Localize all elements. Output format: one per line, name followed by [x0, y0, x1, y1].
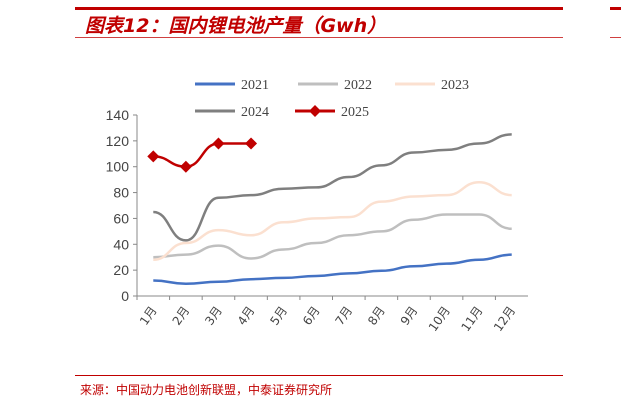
- source-note: 来源：中国动力电池创新联盟，中泰证券研究所: [80, 383, 333, 397]
- x-tick-label: 12月: [491, 304, 518, 334]
- series-line-2025: [153, 142, 252, 168]
- x-tick-label: 7月: [333, 304, 356, 328]
- legend-label-2025: 2025: [341, 105, 369, 120]
- series-line-2024: [153, 133, 512, 242]
- title-underline-next-page: [610, 37, 621, 38]
- series-line-2022: [153, 213, 512, 260]
- y-tick-label: 20: [113, 262, 129, 278]
- legend-label-2021: 2021: [241, 78, 269, 93]
- legend-label-2023: 2023: [441, 78, 469, 93]
- legend-label-2024: 2024: [241, 105, 269, 120]
- y-tick-label: 60: [113, 210, 129, 226]
- legend-label-2022: 2022: [344, 78, 372, 93]
- y-tick-label: 80: [113, 185, 129, 201]
- data-point-2025: [179, 160, 192, 173]
- title-underline: [75, 37, 563, 38]
- x-tick-label: 8月: [365, 304, 388, 328]
- chart-title: 图表12：国内锂电池产量（Gwh）: [85, 15, 387, 37]
- data-point-2025: [245, 137, 258, 150]
- y-tick-label: 0: [121, 288, 129, 304]
- x-tick-label: 11月: [458, 304, 485, 334]
- x-tick-label: 1月: [137, 304, 160, 328]
- footer-rule: [75, 375, 563, 376]
- x-tick-label: 4月: [235, 304, 258, 328]
- y-tick-label: 140: [106, 107, 130, 123]
- x-tick-label: 5月: [267, 304, 290, 328]
- series-line-2023: [153, 180, 512, 262]
- y-tick-label: 120: [106, 133, 130, 149]
- x-tick-label: 9月: [398, 304, 421, 328]
- y-tick-label: 40: [113, 236, 129, 252]
- y-tick-label: 100: [106, 159, 130, 175]
- x-tick-label: 10月: [426, 304, 453, 334]
- legend-marker-2025: [309, 105, 321, 117]
- header-rule-next-page: [610, 7, 621, 10]
- x-tick-label: 6月: [300, 304, 323, 328]
- data-point-2025: [212, 137, 225, 150]
- x-tick-label: 3月: [202, 304, 225, 328]
- data-point-2025: [147, 150, 160, 163]
- header-rule: [75, 7, 563, 10]
- x-tick-label: 2月: [170, 304, 193, 328]
- series-line-2021: [153, 253, 512, 285]
